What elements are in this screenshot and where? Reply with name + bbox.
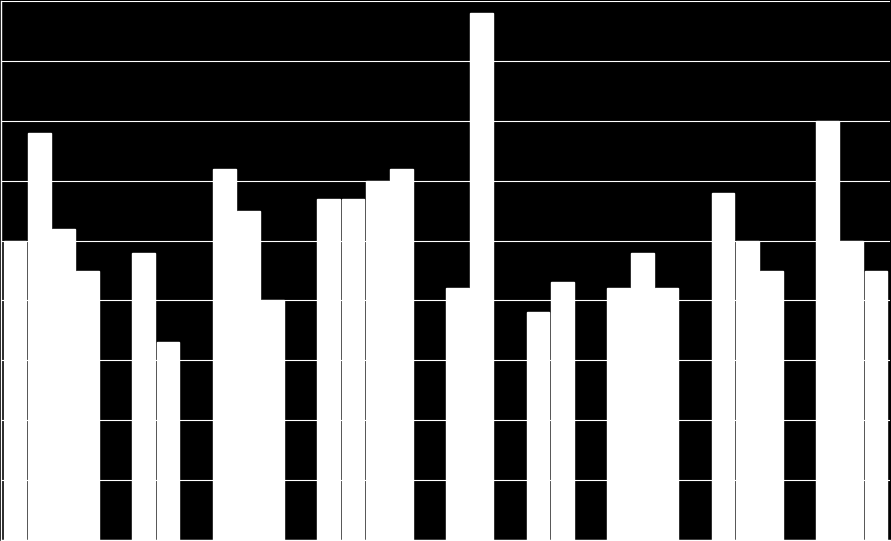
- Bar: [261, 300, 284, 539]
- Bar: [760, 270, 782, 539]
- Bar: [317, 199, 340, 539]
- Bar: [52, 229, 75, 539]
- Bar: [607, 288, 630, 539]
- Bar: [527, 312, 550, 539]
- Bar: [470, 14, 493, 539]
- Bar: [551, 282, 574, 539]
- Bar: [656, 288, 678, 539]
- Bar: [390, 169, 413, 539]
- Bar: [157, 342, 179, 539]
- Bar: [736, 241, 758, 539]
- Bar: [4, 241, 27, 539]
- Bar: [446, 288, 469, 539]
- Bar: [864, 270, 887, 539]
- Bar: [712, 193, 734, 539]
- Bar: [631, 253, 654, 539]
- Bar: [28, 133, 51, 539]
- Bar: [237, 210, 260, 539]
- Bar: [341, 199, 364, 539]
- Bar: [133, 253, 155, 539]
- Bar: [840, 241, 863, 539]
- Bar: [365, 181, 388, 539]
- Bar: [76, 270, 99, 539]
- Bar: [816, 121, 839, 539]
- Bar: [213, 169, 235, 539]
